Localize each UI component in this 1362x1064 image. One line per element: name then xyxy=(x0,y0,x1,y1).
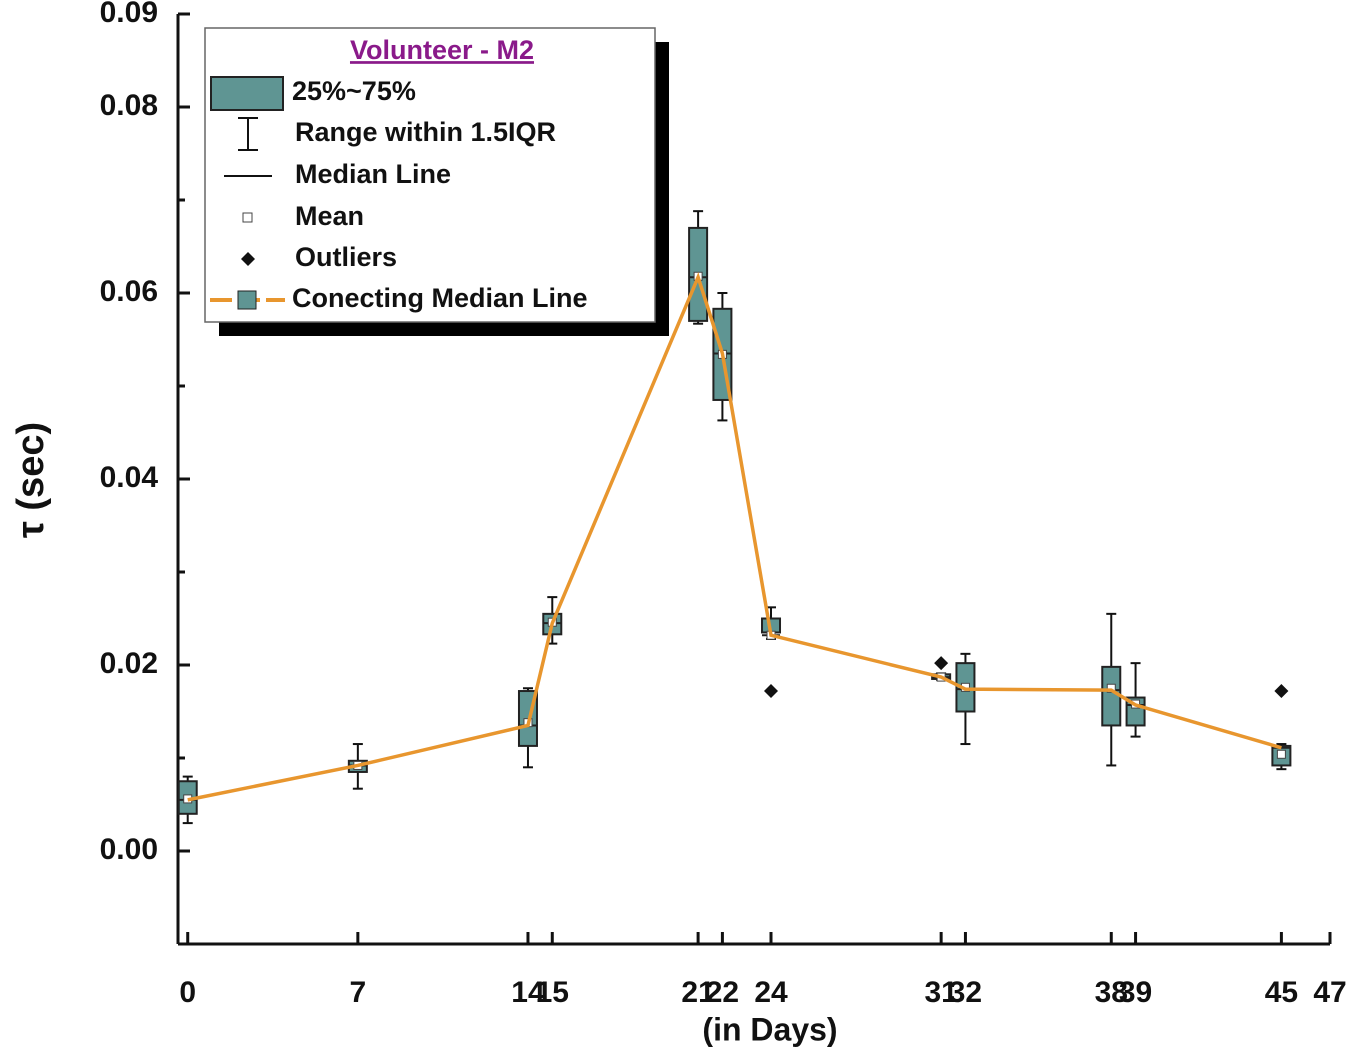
outlier xyxy=(764,684,779,699)
x-tick-label: 0 xyxy=(179,976,196,1009)
median-connect-line xyxy=(187,272,1282,802)
x-tick-label: 39 xyxy=(1119,976,1152,1009)
x-axis-label: (in Days) xyxy=(702,1011,837,1047)
x-tick-label: 32 xyxy=(949,976,982,1009)
legend-label: Mean xyxy=(295,201,364,231)
y-tick-label: 0.06 xyxy=(100,275,158,308)
legend-label: Outliers xyxy=(295,242,397,272)
legend-label: 25%~75% xyxy=(292,76,416,106)
mean-marker xyxy=(1276,749,1286,759)
x-tick-label: 21 xyxy=(681,976,714,1009)
legend-outlier-icon xyxy=(241,252,255,266)
legend-mean-icon xyxy=(242,212,253,223)
legend-title: Volunteer - M2 xyxy=(350,35,534,65)
mean-marker xyxy=(1106,683,1116,693)
legend-line-marker xyxy=(237,290,257,310)
legend-label: Range within 1.5IQR xyxy=(295,117,556,147)
box xyxy=(1101,665,1122,727)
legend: Volunteer - M2 25%~75% Range within 1.5IQR… xyxy=(204,27,669,336)
x-tick-label: 47 xyxy=(1313,976,1346,1009)
legend-label: Conecting Median Line xyxy=(292,283,588,313)
legend-box-icon xyxy=(210,76,284,111)
legend-whisker-icon xyxy=(238,117,258,151)
x-tick-label: 31 xyxy=(924,976,957,1009)
x-tick-label: 14 xyxy=(511,976,545,1009)
y-tick-label: 0.04 xyxy=(100,461,159,494)
y-tick-label: 0.08 xyxy=(100,89,158,122)
x-tick-label: 15 xyxy=(536,976,569,1009)
legend-label: Median Line xyxy=(295,159,451,189)
outlier xyxy=(934,656,949,671)
x-tick-label: 24 xyxy=(754,976,788,1009)
x-tick-label: 7 xyxy=(350,976,367,1009)
x-tick-label: 22 xyxy=(706,976,739,1009)
y-tick-label: 0.09 xyxy=(100,0,158,29)
x-tick-label: 38 xyxy=(1095,976,1128,1009)
y-axis-label: τ (sec) xyxy=(10,422,52,538)
y-tick-label: 0.02 xyxy=(100,647,158,680)
y-tick-label: 0.00 xyxy=(100,833,158,866)
x-tick-label: 45 xyxy=(1265,976,1298,1009)
outlier xyxy=(1274,684,1289,699)
